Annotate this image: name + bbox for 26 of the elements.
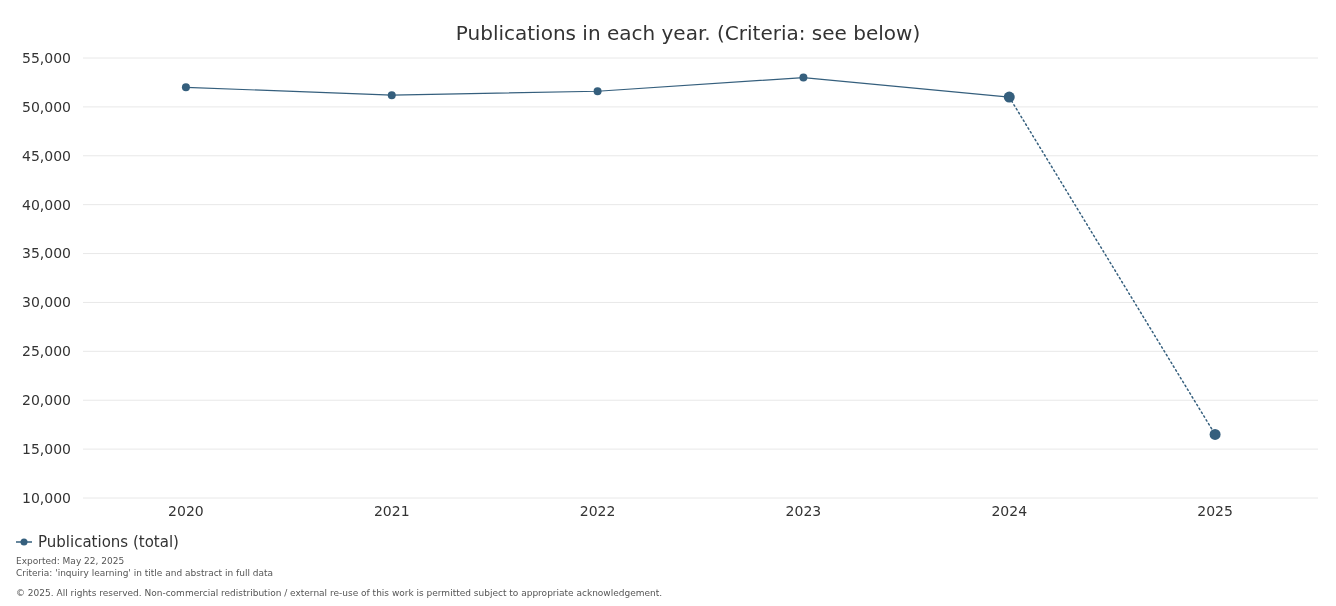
y-tick-label: 10,000: [22, 489, 71, 506]
point: [799, 73, 808, 82]
chart-title: Publications in each year. (Criteria: see below): [455, 21, 921, 45]
point: [181, 83, 190, 92]
x-tick-label: 2023: [785, 503, 822, 519]
y-tick-label: 55,000: [22, 49, 71, 66]
y-tick-label: 30,000: [22, 294, 71, 311]
x-tick-label: 2025: [1197, 503, 1233, 519]
y-tick-label: 40,000: [22, 196, 71, 213]
x-tick-label: 2021: [373, 503, 410, 519]
point: [593, 87, 602, 96]
y-tick-label: 15,000: [22, 441, 71, 458]
x-tick-label: 2024: [991, 503, 1028, 519]
x-tick-label: 2020: [168, 503, 204, 519]
text: Criteria: 'inquiry learning' in title and abstract in full data: [16, 568, 274, 578]
text: Exported: May 22, 2025: [16, 556, 125, 566]
point: [387, 91, 396, 100]
y-tick-label: 45,000: [22, 147, 71, 164]
y-tick-label: 25,000: [22, 343, 71, 360]
y-tick-label: 50,000: [22, 98, 71, 115]
text: © 2025. All rights reserved. Non-commercial redistribution / external re-use of this work is permitted subject to appropriate acknowledgement.: [16, 588, 663, 598]
y-tick-label: 20,000: [22, 392, 71, 409]
x-tick-label: 2022: [579, 503, 616, 519]
y-tick-label: 35,000: [22, 245, 71, 262]
legend-label: Publications (total): [38, 533, 179, 552]
point: [1209, 428, 1221, 440]
